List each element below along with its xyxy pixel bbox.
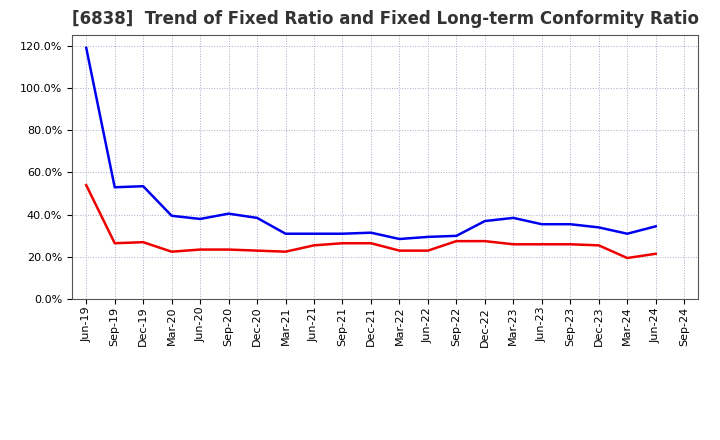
Fixed Long-term Conformity Ratio: [139, 239, 148, 245]
Fixed Ratio: [623, 231, 631, 236]
Fixed Long-term Conformity Ratio: [395, 248, 404, 253]
Fixed Ratio: [196, 216, 204, 222]
Fixed Ratio: [282, 231, 290, 236]
Fixed Long-term Conformity Ratio: [338, 241, 347, 246]
Fixed Long-term Conformity Ratio: [623, 255, 631, 260]
Fixed Ratio: [566, 222, 575, 227]
Fixed Ratio: [167, 213, 176, 218]
Fixed Ratio: [423, 234, 432, 239]
Fixed Ratio: [338, 231, 347, 236]
Fixed Ratio: [480, 218, 489, 224]
Fixed Long-term Conformity Ratio: [537, 242, 546, 247]
Fixed Ratio: [253, 215, 261, 220]
Fixed Ratio: [110, 185, 119, 190]
Fixed Ratio: [139, 183, 148, 189]
Title: [6838]  Trend of Fixed Ratio and Fixed Long-term Conformity Ratio: [6838] Trend of Fixed Ratio and Fixed Lo…: [72, 10, 698, 28]
Fixed Long-term Conformity Ratio: [82, 183, 91, 188]
Fixed Ratio: [537, 222, 546, 227]
Fixed Long-term Conformity Ratio: [452, 238, 461, 244]
Fixed Long-term Conformity Ratio: [253, 248, 261, 253]
Fixed Long-term Conformity Ratio: [480, 238, 489, 244]
Line: Fixed Ratio: Fixed Ratio: [86, 48, 656, 239]
Fixed Long-term Conformity Ratio: [282, 249, 290, 254]
Fixed Ratio: [652, 224, 660, 229]
Fixed Ratio: [452, 233, 461, 238]
Fixed Ratio: [82, 45, 91, 51]
Line: Fixed Long-term Conformity Ratio: Fixed Long-term Conformity Ratio: [86, 185, 656, 258]
Fixed Long-term Conformity Ratio: [509, 242, 518, 247]
Fixed Long-term Conformity Ratio: [652, 251, 660, 257]
Fixed Long-term Conformity Ratio: [167, 249, 176, 254]
Fixed Long-term Conformity Ratio: [310, 243, 318, 248]
Fixed Long-term Conformity Ratio: [225, 247, 233, 252]
Fixed Ratio: [310, 231, 318, 236]
Fixed Ratio: [509, 215, 518, 220]
Fixed Long-term Conformity Ratio: [595, 243, 603, 248]
Fixed Long-term Conformity Ratio: [196, 247, 204, 252]
Fixed Ratio: [225, 211, 233, 216]
Fixed Ratio: [395, 236, 404, 242]
Fixed Long-term Conformity Ratio: [110, 241, 119, 246]
Fixed Long-term Conformity Ratio: [566, 242, 575, 247]
Fixed Long-term Conformity Ratio: [423, 248, 432, 253]
Fixed Ratio: [366, 230, 375, 235]
Fixed Long-term Conformity Ratio: [366, 241, 375, 246]
Fixed Ratio: [595, 225, 603, 230]
